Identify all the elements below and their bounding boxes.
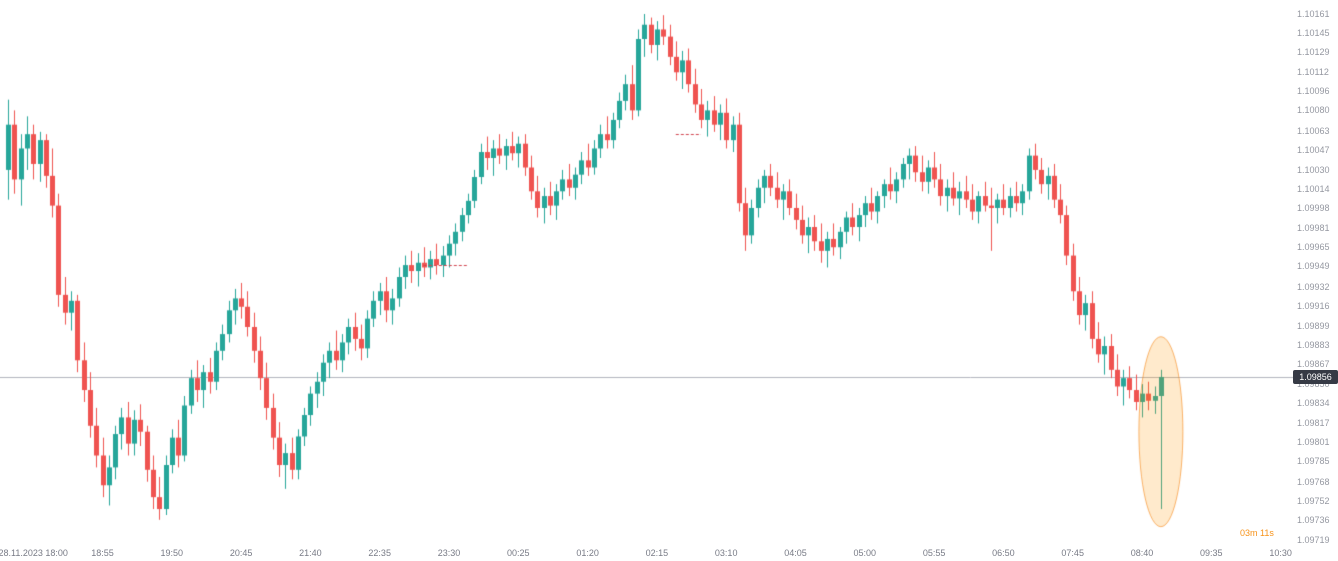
time-axis-label: 05:00	[853, 548, 877, 558]
price-axis-label: 1.09932	[1297, 281, 1330, 292]
price-axis[interactable]: 1.10161 1.10145 1.10129 1.10112 1.10096 1.100…	[1297, 0, 1338, 561]
time-axis[interactable]: 28.11.2023 18:00 18:55 19:50 20:45 21:40 22:3…	[0, 545, 1338, 561]
time-axis-label: 06:50	[992, 548, 1015, 558]
price-axis-label: 1.10030	[1297, 164, 1330, 175]
time-axis-label: 08:40	[1130, 548, 1154, 558]
price-axis-label: 1.10145	[1297, 28, 1330, 39]
price-axis-label: 1.09785	[1297, 456, 1330, 467]
time-axis-label: 22:35	[368, 548, 391, 558]
price-axis-label: 1.09801	[1297, 437, 1330, 448]
time-axis-label: 07:45	[1061, 548, 1084, 558]
time-axis-label: 01:20	[576, 548, 599, 558]
price-axis-label: 1.09883	[1297, 339, 1330, 350]
price-axis-label: 1.10014	[1297, 183, 1330, 194]
price-axis-label: 1.09899	[1297, 320, 1330, 331]
price-axis-label: 1.09817	[1297, 418, 1330, 429]
time-axis-label: 18:55	[91, 548, 114, 558]
time-axis-label: 20:45	[229, 548, 253, 558]
time-axis-label: 00:25	[507, 548, 530, 558]
price-axis-label: 1.09834	[1297, 398, 1330, 409]
price-axis-label: 1.09768	[1297, 476, 1330, 487]
time-axis-label: 10:30	[1269, 548, 1292, 558]
price-axis-label: 1.09981	[1297, 223, 1330, 234]
time-axis-label: 19:50	[160, 548, 184, 558]
time-axis-label: 05:55	[922, 548, 946, 558]
price-axis-label: 1.09867	[1297, 358, 1330, 369]
time-axis-label: 21:40	[299, 548, 322, 558]
current-price-badge: 1.09856	[1293, 369, 1338, 384]
price-axis-label: 1.09949	[1297, 261, 1330, 272]
price-axis-label: 1.09965	[1297, 242, 1330, 253]
time-axis-label: 23:30	[437, 548, 461, 558]
time-axis-label: 28.11.2023 18:00	[0, 548, 68, 558]
price-axis-label: 1.09850	[1297, 379, 1330, 390]
price-axis-label: 1.09752	[1297, 495, 1330, 506]
price-axis-label: 1.10129	[1297, 47, 1330, 58]
time-axis-label: 04:05	[784, 548, 807, 558]
time-axis-label: 03:10	[714, 548, 738, 558]
time-axis-label: 09:35	[1200, 548, 1223, 558]
price-axis-label: 1.09719	[1297, 535, 1330, 545]
price-axis-label: 1.10047	[1297, 144, 1330, 155]
time-axis-label: 02:15	[645, 548, 669, 558]
price-axis-label: 1.10096	[1297, 86, 1330, 97]
price-axis-label: 1.09998	[1297, 202, 1330, 213]
price-axis-label: 1.10063	[1297, 125, 1330, 136]
price-axis-label: 1.10080	[1297, 105, 1330, 116]
price-axis-label: 1.10112	[1297, 67, 1329, 78]
candle-countdown-label: 03m 11s	[1240, 528, 1274, 538]
price-axis-label: 1.09916	[1297, 300, 1330, 311]
price-axis-label: 1.10161	[1297, 9, 1330, 19]
price-axis-label: 1.09736	[1297, 514, 1330, 525]
